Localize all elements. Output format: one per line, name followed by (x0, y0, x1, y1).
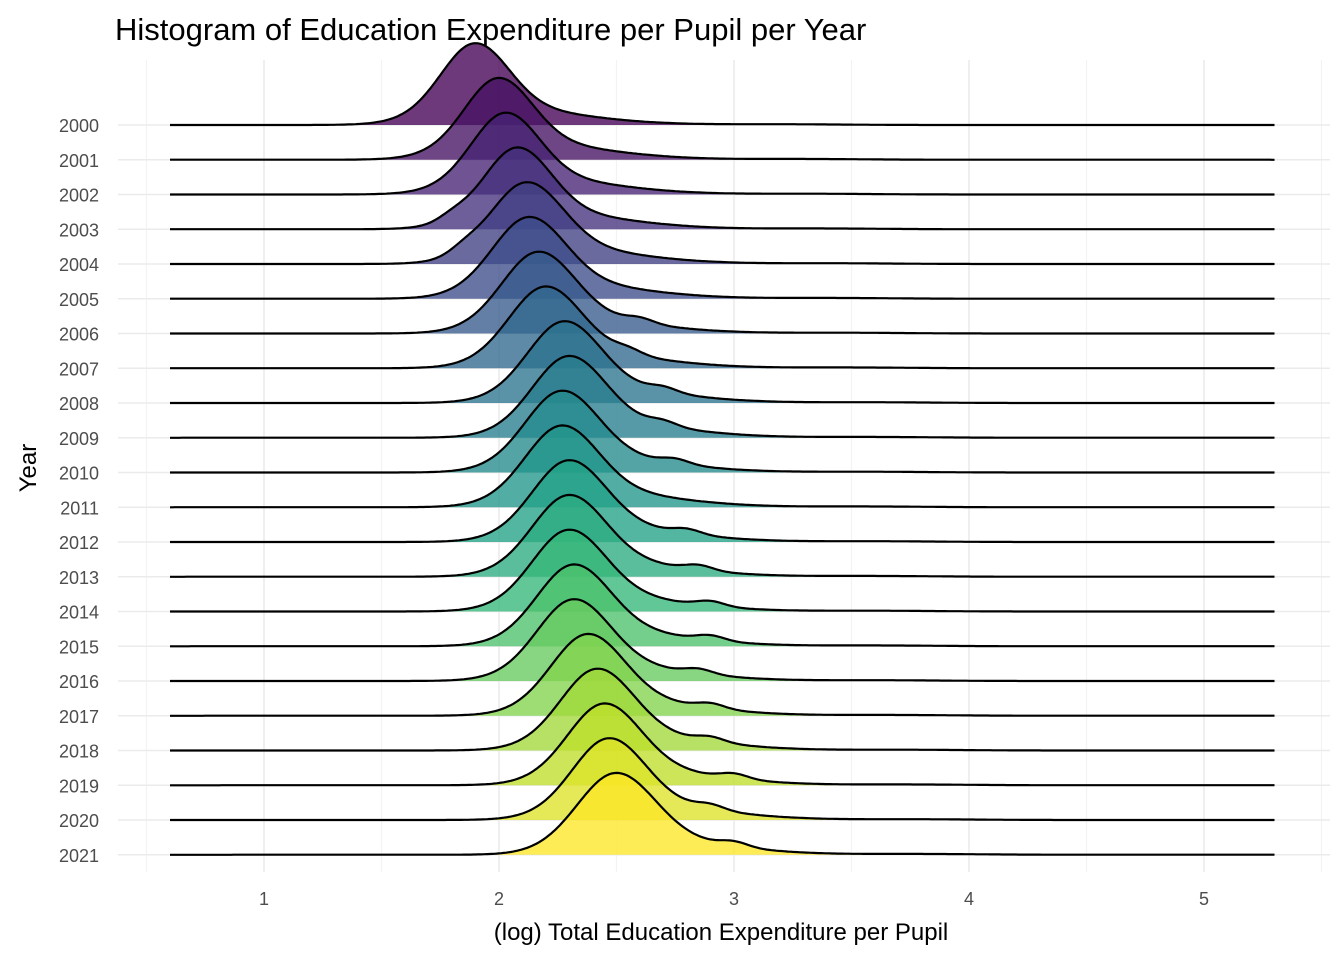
ridge-2001 (170, 76, 1275, 161)
y-tick-label: 2005 (59, 290, 99, 310)
y-tick-label: 2019 (59, 776, 99, 796)
x-tick-label: 3 (729, 889, 739, 909)
y-tick-label: 2018 (59, 742, 99, 762)
y-tick-label: 2017 (59, 707, 99, 727)
y-tick-label: 2020 (59, 811, 99, 831)
chart-title: Histogram of Education Expenditure per P… (115, 12, 866, 47)
ridge-2008 (170, 320, 1275, 405)
y-tick-label: 2000 (59, 116, 99, 136)
y-tick-label: 2014 (59, 603, 99, 623)
y-tick-labels: 2000 2001 2002 2003 2004 2005 2006 2007 2008 2009… (59, 116, 99, 866)
ridge-fill-2001 (170, 77, 1275, 160)
ridge-2010 (170, 389, 1275, 474)
x-tick-labels: 1 2 3 4 5 (259, 889, 1209, 909)
y-tick-label: 2013 (59, 568, 99, 588)
ridge-line-2009 (170, 354, 1275, 439)
y-axis-label: Year (15, 444, 42, 493)
ridge-line-2013 (170, 493, 1275, 578)
ridge-line-2003 (170, 146, 1275, 231)
ridge-2015 (170, 563, 1275, 648)
ridge-line-2020 (170, 737, 1275, 822)
y-tick-label: 2011 (60, 498, 99, 518)
ridge-line-2001 (170, 76, 1275, 161)
ridge-2019 (170, 702, 1275, 787)
ridge-2014 (170, 528, 1275, 613)
x-axis-label: (log) Total Education Expenditure per Pu… (494, 919, 949, 946)
ridge-line-2011 (170, 424, 1275, 509)
y-tick-label: 2010 (59, 464, 99, 484)
ridge-line-2004 (170, 181, 1275, 266)
ridge-2012 (170, 459, 1275, 544)
ridge-2011 (170, 424, 1275, 509)
ridge-2017 (170, 632, 1275, 717)
y-tick-label: 2016 (59, 672, 99, 692)
ridge-2020 (170, 737, 1275, 822)
y-tick-label: 2021 (59, 846, 99, 866)
ridge-2007 (170, 285, 1275, 370)
ridge-line-2007 (170, 285, 1275, 370)
ridge-line-2002 (170, 111, 1275, 196)
y-tick-label: 2001 (59, 151, 99, 171)
ridge-2006 (170, 250, 1275, 335)
ridge-fill-2000 (170, 43, 1275, 126)
ridge-2018 (170, 667, 1275, 752)
y-tick-label: 2003 (59, 220, 99, 240)
ridge-line-2005 (170, 215, 1275, 300)
ridge-2005 (170, 215, 1275, 300)
ridge-2016 (170, 598, 1275, 683)
ridge-line-2000 (170, 42, 1275, 127)
ridge-line-2012 (170, 459, 1275, 544)
ridge-line-2016 (170, 598, 1275, 683)
ridge-2009 (170, 354, 1275, 439)
ridge-line-2019 (170, 702, 1275, 787)
y-tick-label: 2009 (59, 429, 99, 449)
y-tick-label: 2004 (59, 255, 99, 275)
y-tick-label: 2012 (59, 533, 99, 553)
ridge-line-2018 (170, 667, 1275, 752)
ridge-line-2008 (170, 320, 1275, 405)
ridge-2003 (170, 146, 1275, 231)
ridge-2013 (170, 493, 1275, 578)
ridge-line-2006 (170, 250, 1275, 335)
ridge-line-2015 (170, 563, 1275, 648)
ridge-2002 (170, 111, 1275, 196)
y-tick-label: 2008 (59, 394, 99, 414)
x-tick-label: 5 (1199, 889, 1209, 909)
y-tick-label: 2007 (59, 359, 99, 379)
ridges (170, 42, 1275, 856)
x-tick-label: 1 (259, 889, 269, 909)
ridge-line-2010 (170, 389, 1275, 474)
ridge-line-2014 (170, 528, 1275, 613)
x-tick-label: 2 (494, 889, 504, 909)
ridge-2000 (170, 42, 1275, 127)
y-tick-label: 2015 (59, 637, 99, 657)
ridge-2021 (170, 771, 1275, 856)
ridge-line-2017 (170, 632, 1275, 717)
ridge-2004 (170, 181, 1275, 266)
y-tick-label: 2006 (59, 325, 99, 345)
x-tick-label: 4 (964, 889, 974, 909)
y-tick-label: 2002 (59, 186, 99, 206)
ridge-line-2021 (170, 771, 1275, 856)
